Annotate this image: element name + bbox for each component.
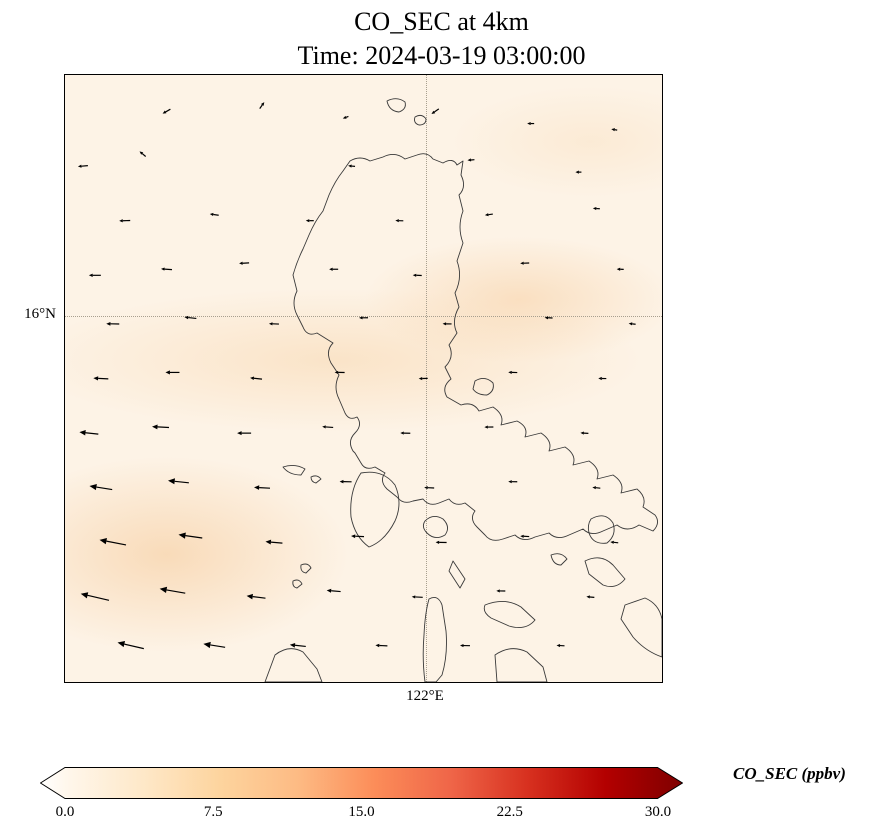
wind-arrows — [77, 102, 636, 650]
map-overlay-svg — [77, 98, 662, 682]
chart-title-block: CO_SEC at 4km Time: 2024-03-19 03:00:00 — [0, 5, 883, 73]
colorbar-tick-1: 7.5 — [203, 804, 223, 820]
colorbar-polygon — [40, 767, 683, 799]
colorbar-ticks: 0.0 7.5 15.0 22.5 30.0 — [40, 804, 683, 826]
colorbar-gradient-bar — [40, 767, 683, 799]
x-tick-label-122e: 122°E — [406, 688, 444, 704]
colorbar-tick-0: 0.0 — [55, 804, 75, 820]
chart-subtitle-time: Time: 2024-03-19 03:00:00 — [297, 41, 586, 70]
colorbar-tick-3: 22.5 — [496, 804, 523, 820]
colorbar-label: CO_SEC (ppbv) — [733, 764, 846, 783]
coastlines — [264, 98, 662, 682]
chart-title: CO_SEC at 4km — [354, 7, 529, 36]
y-tick-label-16n: 16°N — [24, 306, 56, 322]
colorbar-tick-2: 15.0 — [348, 804, 375, 820]
colorbar-tick-4: 30.0 — [644, 804, 672, 820]
colorbar — [40, 767, 683, 799]
gridline-lat-16n — [65, 316, 662, 317]
map-plot-area — [64, 74, 663, 683]
